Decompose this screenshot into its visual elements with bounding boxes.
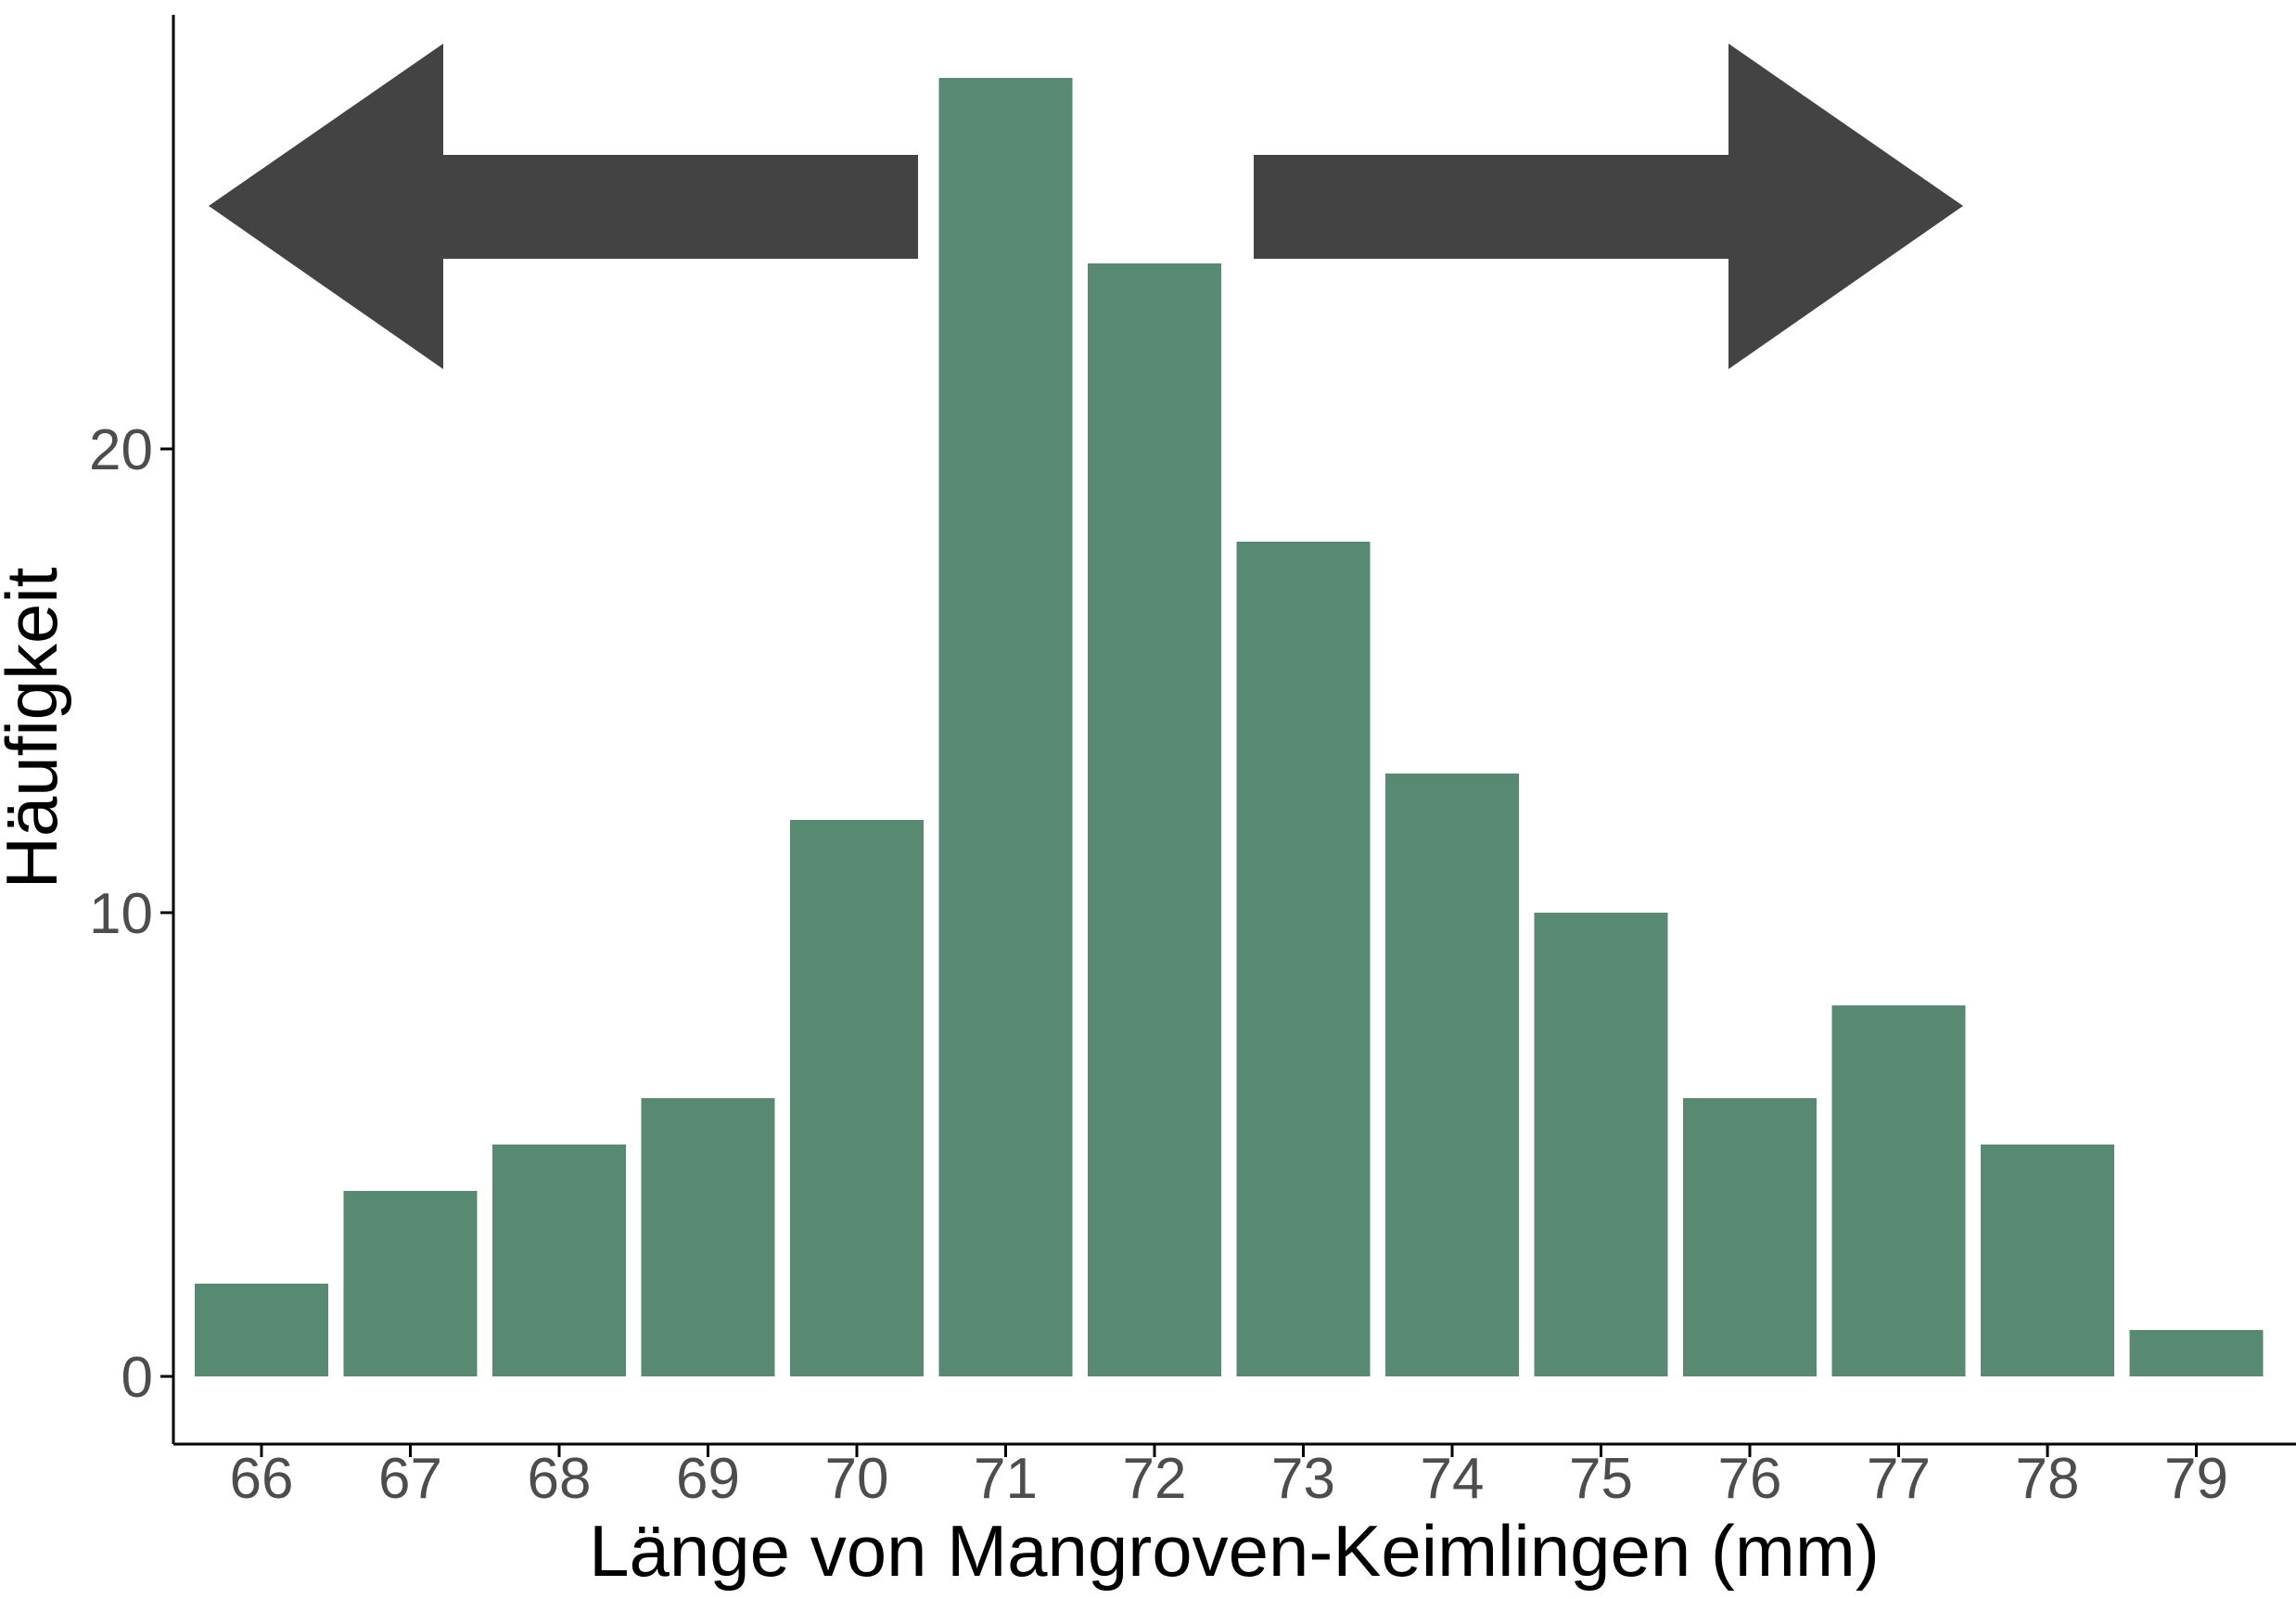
bar-66 (195, 1284, 328, 1376)
x-tick-label-71: 71 (974, 1447, 1038, 1511)
x-tick-label-69: 69 (676, 1447, 740, 1511)
x-tick-label-77: 77 (1867, 1447, 1931, 1511)
y-axis-title: Häufigkeit (0, 567, 72, 889)
bar-72 (1088, 263, 1221, 1376)
bar-70 (790, 820, 924, 1376)
x-tick-label-75: 75 (1569, 1447, 1633, 1511)
bar-77 (1831, 1005, 1966, 1376)
arrows-group (209, 44, 1963, 369)
x-tick-label-73: 73 (1271, 1447, 1335, 1511)
bars-group (195, 78, 2264, 1376)
x-tick-label-66: 66 (230, 1447, 294, 1511)
y-ticks-group: 0 10 20 (89, 418, 173, 1410)
x-tick-label-70: 70 (825, 1447, 889, 1511)
y-tick-label-20: 20 (89, 418, 153, 482)
x-axis-title: Länge von Mangroven-Keimlingen (mm) (589, 1510, 1880, 1592)
bar-78 (1981, 1145, 2114, 1376)
y-tick-label-10: 10 (89, 882, 153, 946)
x-tick-label-78: 78 (2016, 1447, 2080, 1511)
bar-79 (2129, 1330, 2264, 1376)
x-tick-label-74: 74 (1421, 1447, 1485, 1511)
x-ticks-group: 66 67 68 69 70 71 72 73 74 75 76 77 78 79 (230, 1444, 2228, 1511)
bar-75 (1534, 913, 1668, 1376)
bar-74 (1385, 774, 1519, 1376)
bar-69 (641, 1098, 775, 1376)
x-tick-label-72: 72 (1123, 1447, 1187, 1511)
y-tick-label-0: 0 (121, 1346, 153, 1410)
bar-76 (1683, 1098, 1817, 1376)
left-arrow (209, 44, 918, 369)
bar-68 (492, 1145, 626, 1376)
bar-67 (343, 1191, 478, 1376)
bar-71 (938, 78, 1073, 1376)
bar-73 (1236, 542, 1371, 1376)
x-tick-label-68: 68 (528, 1447, 592, 1511)
x-tick-label-76: 76 (1718, 1447, 1782, 1511)
right-arrow (1254, 44, 1963, 369)
x-tick-label-67: 67 (378, 1447, 442, 1511)
x-tick-label-79: 79 (2164, 1447, 2228, 1511)
